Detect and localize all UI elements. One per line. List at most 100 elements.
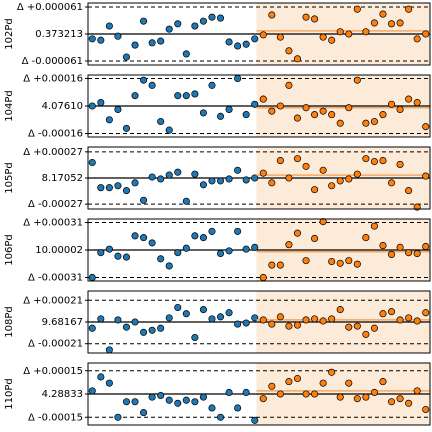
y-tick-label: Δ +0.000061 <box>17 2 83 13</box>
point <box>268 382 276 390</box>
point <box>345 104 353 112</box>
point <box>422 242 430 251</box>
point <box>114 182 122 190</box>
point <box>345 379 353 387</box>
axes-frame <box>87 146 431 210</box>
point <box>148 39 156 47</box>
point <box>405 399 413 407</box>
point <box>285 378 293 386</box>
point <box>182 396 190 404</box>
axes-frame <box>87 290 431 354</box>
point <box>122 398 131 406</box>
point <box>259 169 267 177</box>
point <box>234 404 242 412</box>
point <box>122 53 131 61</box>
point <box>362 28 370 36</box>
point <box>311 315 319 323</box>
point <box>276 102 284 110</box>
point <box>105 245 113 253</box>
point <box>140 76 148 84</box>
point <box>88 387 96 395</box>
point <box>285 241 293 249</box>
point <box>225 105 233 113</box>
point <box>328 111 336 119</box>
point <box>174 20 182 28</box>
point <box>396 105 404 113</box>
point <box>105 379 113 387</box>
point <box>165 171 173 179</box>
point <box>182 197 190 205</box>
point <box>225 388 233 397</box>
y-tick-label: Δ -0.00021 <box>28 339 83 350</box>
point <box>165 25 173 33</box>
y-tick-label: 10.00002 <box>35 245 83 256</box>
point <box>396 395 404 403</box>
point <box>302 390 310 398</box>
y-tick-label: Δ -0.00027 <box>28 199 83 210</box>
y-tick-label: Δ +0.00031 <box>23 218 83 229</box>
point <box>353 260 361 268</box>
point <box>396 160 404 168</box>
point <box>379 10 387 18</box>
point <box>259 273 267 282</box>
y-tick-label: Δ +0.00027 <box>23 147 83 158</box>
point <box>114 413 122 421</box>
point <box>336 119 344 127</box>
point <box>276 390 284 398</box>
point <box>422 309 430 317</box>
point <box>293 55 302 63</box>
point <box>251 35 259 43</box>
point <box>140 196 148 204</box>
point <box>105 22 113 30</box>
point <box>328 368 336 376</box>
point <box>422 30 430 38</box>
point <box>157 324 165 332</box>
point <box>216 249 225 258</box>
axes-frame <box>87 74 431 138</box>
point <box>157 391 165 400</box>
point <box>122 323 131 331</box>
point <box>302 257 310 265</box>
y-tick-label: 0.373213 <box>35 29 83 40</box>
point <box>140 409 148 417</box>
point <box>97 184 105 192</box>
axes-frame <box>87 2 431 66</box>
point <box>251 314 259 322</box>
point <box>208 227 216 235</box>
point <box>285 47 293 55</box>
point <box>353 5 361 13</box>
point <box>88 35 96 43</box>
point <box>97 249 105 257</box>
point <box>259 395 267 403</box>
point <box>114 32 122 40</box>
point <box>387 100 396 108</box>
point <box>234 320 242 328</box>
point <box>216 313 225 321</box>
point <box>216 413 225 421</box>
point <box>208 81 216 89</box>
y-axis-label: 106Pd <box>4 234 15 265</box>
point <box>148 326 156 334</box>
point <box>311 234 319 243</box>
point <box>259 31 267 39</box>
point <box>293 229 302 237</box>
point <box>114 252 122 260</box>
y-axis-label: 104Pd <box>4 90 15 121</box>
y-tick-label: Δ -0.00031 <box>28 272 83 283</box>
point <box>345 257 353 265</box>
point <box>413 249 421 258</box>
point <box>387 250 396 258</box>
y-tick-label: Δ -0.00015 <box>28 412 83 423</box>
point <box>122 187 131 195</box>
point <box>242 40 250 48</box>
point <box>251 100 259 108</box>
point <box>140 234 148 242</box>
point <box>97 315 105 323</box>
point <box>362 234 370 242</box>
point <box>157 117 165 126</box>
point <box>370 157 378 166</box>
point <box>311 390 319 398</box>
point <box>353 170 361 178</box>
point <box>208 177 216 185</box>
point <box>174 168 182 176</box>
